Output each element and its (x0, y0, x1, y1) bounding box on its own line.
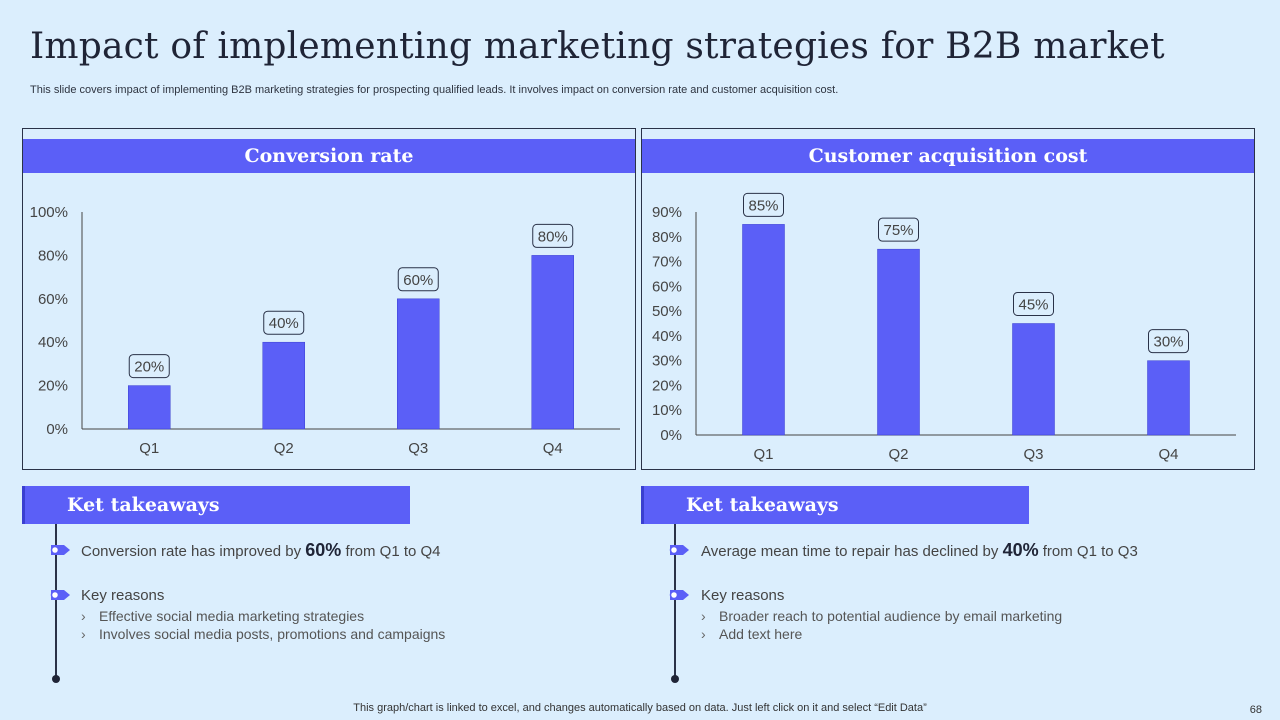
y-tick-label: 90% (652, 204, 682, 221)
y-tick-label: 30% (652, 353, 682, 370)
right-bullet-marker-1-icon (669, 545, 689, 555)
x-tick-label: Q3 (408, 440, 428, 457)
slide-subtitle: This slide covers impact of implementing… (30, 84, 839, 96)
conversion-rate-chart[interactable]: 0% 20% 40% 60% 80% 100% 20% Q1 40% Q2 60% Q3 80% Q4 (23, 129, 635, 469)
acquisition-cost-header: Customer acquisition cost (642, 139, 1254, 173)
bar (262, 341, 305, 430)
page-number: 68 (1249, 704, 1262, 716)
y-tick-label: 80% (652, 229, 682, 246)
y-tick-label: 20% (38, 378, 68, 395)
data-label-box (878, 217, 919, 242)
left-sub-item-1: › Effective social media marketing strate… (81, 608, 365, 624)
data-label-box (1148, 329, 1189, 354)
chevron-right-icon: › (701, 626, 706, 642)
acquisition-cost-chart[interactable]: 0% 10% 20% 30% 40% 50% 60% 70% 80% 90% 85% Q1 75% Q2 4… (642, 129, 1254, 469)
chevron-right-icon: › (81, 608, 86, 624)
y-tick-label: 20% (652, 377, 682, 394)
y-tick-label: 60% (38, 291, 68, 308)
bar (397, 298, 440, 430)
left-bullet-marker-1-icon (50, 545, 70, 555)
data-label-box (743, 192, 784, 217)
y-tick-label: 70% (652, 254, 682, 271)
slide-title: Impact of implementing marketing strateg… (30, 26, 1165, 67)
left-bullet-marker-2-icon (50, 590, 70, 600)
data-label: 40% (269, 315, 299, 332)
right-takeaways-header: Ket takeaways (641, 486, 1029, 524)
left-timeline-end-dot (52, 675, 60, 683)
x-tick-label: Q2 (888, 446, 908, 463)
data-label: 85% (748, 197, 778, 214)
right-timeline (674, 524, 676, 678)
y-tick-label: 80% (38, 247, 68, 264)
x-tick-label: Q3 (1023, 446, 1043, 463)
y-tick-label: 0% (660, 427, 682, 444)
acquisition-cost-panel[interactable]: Customer acquisition cost 0% 10% 20% 30% 40%… (641, 128, 1255, 470)
data-label: 80% (538, 228, 568, 245)
right-timeline-end-dot (671, 675, 679, 683)
right-takeaway-point-2: Key reasons (701, 587, 785, 604)
data-label: 45% (1018, 297, 1048, 314)
y-tick-label: 60% (652, 278, 682, 295)
data-label-box (397, 267, 439, 292)
left-takeaway-point-1: Conversion rate has improved by 60% from… (81, 540, 441, 560)
data-label: 30% (1153, 334, 1183, 351)
y-tick-label: 0% (46, 421, 68, 438)
right-sub-item-1: › Broader reach to potential audience by … (701, 608, 1063, 624)
x-tick-label: Q1 (753, 446, 773, 463)
chevron-right-icon: › (701, 608, 706, 624)
y-tick-label: 40% (652, 328, 682, 345)
left-timeline (55, 524, 57, 678)
conversion-rate-header: Conversion rate (23, 139, 635, 173)
bar (1147, 360, 1190, 436)
data-label: 20% (134, 359, 164, 376)
chevron-right-icon: › (81, 626, 86, 642)
data-label-box (532, 223, 574, 248)
x-tick-label: Q1 (139, 440, 159, 457)
y-tick-label: 100% (30, 204, 68, 221)
bar (742, 224, 785, 436)
y-tick-label: 10% (652, 402, 682, 419)
right-takeaway-point-1: Average mean time to repair has declined… (701, 540, 1138, 560)
left-takeaways-header: Ket takeaways (22, 486, 410, 524)
data-label-box (1013, 292, 1054, 316)
y-tick-label: 50% (652, 303, 682, 320)
x-tick-label: Q4 (543, 440, 563, 457)
data-label: 75% (883, 222, 913, 239)
data-label-box (263, 310, 305, 335)
conversion-rate-panel[interactable]: Conversion rate 0% 20% 40% 60% 80% 100% 20% Q1 4… (22, 128, 636, 470)
y-tick-label: 40% (38, 334, 68, 351)
left-takeaway-point-2: Key reasons (81, 587, 165, 604)
data-label: 60% (403, 272, 433, 289)
bar (128, 385, 171, 430)
right-sub-item-2: › Add text here (701, 626, 803, 642)
right-bullet-marker-2-icon (669, 590, 689, 600)
footer-note: This graph/chart is linked to excel, and… (353, 702, 927, 714)
x-tick-label: Q4 (1158, 446, 1178, 463)
x-tick-label: Q2 (274, 440, 294, 457)
data-label-box (128, 354, 170, 379)
bar (877, 248, 920, 436)
bar (1012, 323, 1055, 436)
bar (531, 255, 574, 430)
left-sub-item-2: › Involves social media posts, promotions… (81, 626, 446, 642)
